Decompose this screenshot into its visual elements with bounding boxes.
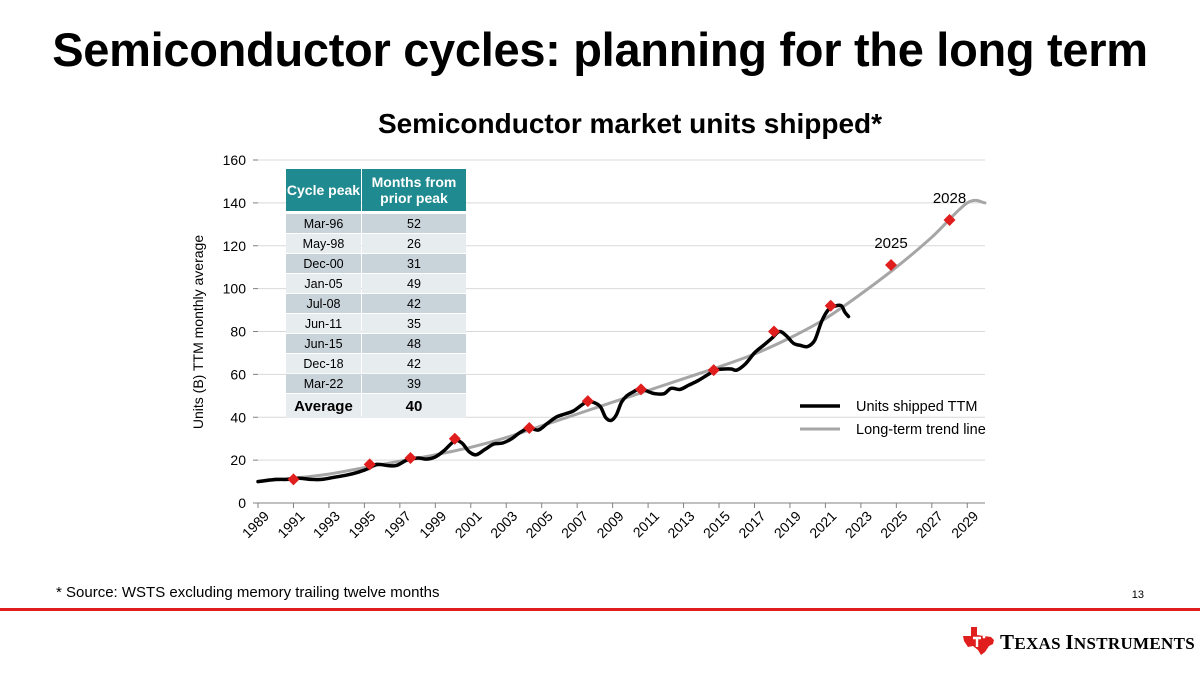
- table-cell-months: 49: [362, 274, 466, 293]
- table-cell-peak: Mar-96: [286, 214, 361, 233]
- annotation-label: 2025: [874, 235, 907, 252]
- slide-title: Semiconductor cycles: planning for the l…: [52, 23, 1148, 76]
- footer-divider: [0, 608, 1200, 611]
- table-cell-peak: Jan-05: [286, 274, 361, 293]
- peak-marker: [767, 325, 780, 338]
- table-cell-peak: Dec-18: [286, 354, 361, 373]
- peak-marker: [448, 432, 461, 445]
- peak-marker: [287, 473, 300, 486]
- x-tick-label: 2027: [913, 508, 946, 541]
- table-row: Mar-96 52: [286, 214, 466, 233]
- x-tick-label: 1993: [310, 508, 343, 541]
- table-row: Dec-18 42: [286, 354, 466, 373]
- table-cell-average-label: Average: [286, 394, 361, 418]
- table-cell-months: 42: [362, 294, 466, 313]
- peak-marker: [824, 299, 837, 312]
- y-tick-label: 120: [223, 238, 247, 254]
- y-tick-label: 140: [223, 195, 247, 211]
- table-cell-months: 42: [362, 354, 466, 373]
- table-row: May-98 26: [286, 234, 466, 253]
- y-tick-label: 100: [223, 281, 247, 297]
- annotations: 2025 2028: [874, 190, 966, 252]
- series-group: [256, 198, 987, 484]
- cycle-peak-table: Cycle peak Months from prior peak Mar-96…: [285, 168, 467, 419]
- legend: Units shipped TTM Long-term trend line: [800, 399, 986, 438]
- x-tick-label: 2021: [806, 508, 839, 541]
- y-axis-ticks: 0 20 40 60 80 100 120 140 160: [223, 152, 258, 511]
- table-cell-peak: Jun-11: [286, 314, 361, 333]
- series-line-units-shipped: [256, 303, 851, 484]
- brand-wordmark: TEXAS INSTRUMENTS: [1000, 630, 1195, 654]
- peak-marker: [404, 451, 417, 464]
- table-row: Mar-22 39: [286, 374, 466, 393]
- table-row: Jun-11 35: [286, 314, 466, 333]
- table-row: Jun-15 48: [286, 334, 466, 353]
- table-cell-peak: Mar-22: [286, 374, 361, 393]
- legend-label-units-shipped: Units shipped TTM: [856, 399, 977, 415]
- x-tick-label: 1989: [239, 508, 272, 541]
- x-tick-label: 1995: [345, 508, 378, 541]
- page-number: 13: [1131, 589, 1144, 601]
- annotation-label: 2028: [933, 190, 966, 207]
- y-tick-label: 60: [230, 366, 246, 382]
- x-tick-label: 2001: [452, 508, 485, 541]
- peak-markers: [287, 214, 956, 486]
- peak-marker: [635, 383, 648, 396]
- x-tick-label: 2011: [630, 508, 663, 541]
- legend-label-trend: Long-term trend line: [856, 422, 986, 438]
- table-cell-peak: Dec-00: [286, 254, 361, 273]
- table-cell-peak: May-98: [286, 234, 361, 253]
- x-tick-label: 1997: [381, 508, 414, 541]
- table-header-months: Months from prior peak: [362, 169, 466, 213]
- y-axis-label: Units (B) TTM monthly average: [190, 235, 206, 429]
- y-tick-label: 20: [230, 452, 246, 468]
- x-tick-label: 2019: [771, 508, 804, 541]
- table-cell-months: 48: [362, 334, 466, 353]
- y-tick-label: 40: [230, 409, 246, 425]
- table-cell-months: 31: [362, 254, 466, 273]
- peak-marker: [581, 395, 594, 408]
- texas-instruments-logo: TEXAS INSTRUMENTS: [962, 626, 1195, 656]
- table-cell-months: 26: [362, 234, 466, 253]
- x-tick-label: 2017: [735, 508, 768, 541]
- source-footnote: * Source: WSTS excluding memory trailing…: [56, 584, 440, 601]
- x-tick-label: 1991: [274, 508, 307, 541]
- table-row: Jul-08 42: [286, 294, 466, 313]
- texas-state-icon: [963, 627, 994, 655]
- peak-marker: [363, 458, 376, 471]
- x-tick-label: 2023: [842, 508, 875, 541]
- table-cell-peak: Jun-15: [286, 334, 361, 353]
- table-header-cycle-peak: Cycle peak: [286, 169, 361, 213]
- y-tick-label: 80: [230, 324, 246, 340]
- x-tick-label: 2015: [700, 508, 733, 541]
- peak-marker: [885, 259, 898, 272]
- peak-marker: [943, 214, 956, 227]
- x-tick-label: 2009: [593, 508, 626, 541]
- x-tick-label: 2005: [522, 508, 555, 541]
- x-tick-label: 2025: [877, 508, 910, 541]
- x-tick-label: 2029: [948, 508, 981, 541]
- x-axis-ticks: 1989 1991 1993 1995 1997 1999 2001 2003 2005 2007…: [239, 503, 982, 541]
- x-tick-label: 1999: [416, 508, 449, 541]
- table-cell-months: 35: [362, 314, 466, 333]
- x-tick-label: 2007: [558, 508, 591, 541]
- table-row: Dec-00 31: [286, 254, 466, 273]
- x-tick-label: 2013: [664, 508, 697, 541]
- peak-marker: [707, 364, 720, 377]
- table-row: Jan-05 49: [286, 274, 466, 293]
- table-cell-peak: Jul-08: [286, 294, 361, 313]
- table-row-average: Average 40: [286, 394, 466, 418]
- chart-title: Semiconductor market units shipped*: [377, 108, 883, 139]
- table-cell-months: 39: [362, 374, 466, 393]
- table-cell-average-value: 40: [362, 394, 466, 418]
- peak-marker: [523, 421, 536, 434]
- x-tick-label: 2003: [487, 508, 520, 541]
- y-tick-label: 0: [238, 495, 246, 511]
- y-tick-label: 160: [223, 152, 247, 168]
- table-cell-months: 52: [362, 214, 466, 233]
